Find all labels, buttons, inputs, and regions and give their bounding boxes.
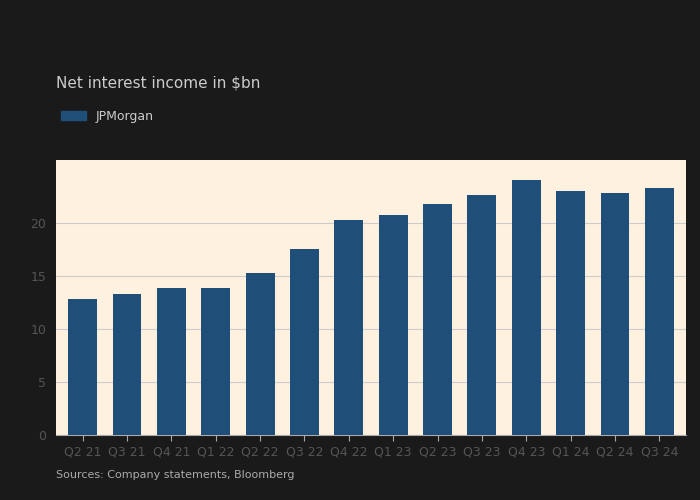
Bar — [335, 220, 363, 435]
Bar — [423, 204, 452, 435]
Bar — [290, 249, 319, 435]
Text: Net interest income in $bn: Net interest income in $bn — [56, 75, 260, 90]
Bar — [556, 190, 585, 435]
Bar — [246, 273, 274, 435]
Legend: JPMorgan: JPMorgan — [56, 105, 159, 128]
Bar — [157, 288, 186, 435]
Bar — [68, 298, 97, 435]
Bar — [379, 215, 407, 435]
Bar — [113, 294, 141, 435]
Bar — [512, 180, 540, 435]
Text: Sources: Company statements, Bloomberg: Sources: Company statements, Bloomberg — [56, 470, 295, 480]
Bar — [601, 193, 629, 435]
Bar — [468, 195, 496, 435]
Bar — [202, 288, 230, 435]
Bar — [645, 188, 674, 435]
